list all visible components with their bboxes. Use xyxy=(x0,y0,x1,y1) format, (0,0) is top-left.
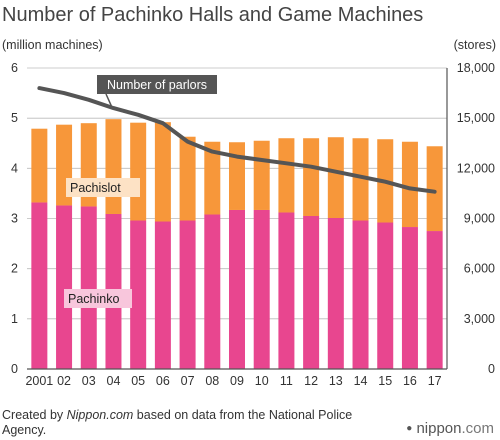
x-tick-label: 15 xyxy=(378,374,392,388)
left-tick-label: 3 xyxy=(11,212,18,226)
chart: 012345603,0006,0009,00012,00015,00018,00… xyxy=(11,61,495,388)
x-tick-label: 03 xyxy=(82,374,96,388)
bar-pachislot xyxy=(278,138,295,213)
x-tick-label: 14 xyxy=(354,374,368,388)
axes: 012345603,0006,0009,00012,00015,00018,00… xyxy=(11,61,495,388)
bar-pachislot xyxy=(401,141,418,228)
source-suffix: based on data from the National Police A… xyxy=(2,408,353,437)
x-tick-label: 06 xyxy=(156,374,170,388)
parlors-callout-line xyxy=(105,93,113,107)
x-tick-label: 09 xyxy=(230,374,244,388)
bar-pachinko xyxy=(352,220,369,369)
pachislot-label: Pachislot xyxy=(70,181,121,195)
pachinko-label-box xyxy=(64,289,132,308)
left-tick-label: 6 xyxy=(11,61,18,75)
left-tick-label: 0 xyxy=(11,362,18,376)
bar-pachislot xyxy=(303,138,320,216)
right-axis-unit: (stores) xyxy=(453,38,496,52)
brand-logo: ● nippon.com xyxy=(406,420,494,437)
right-tick-label: 12,000 xyxy=(457,161,495,175)
right-tick-label: 9,000 xyxy=(464,212,495,226)
brand-tld: .com xyxy=(461,420,494,437)
left-tick-label: 4 xyxy=(11,161,18,175)
bar-pachinko xyxy=(179,220,196,369)
bar-pachislot xyxy=(426,146,443,232)
x-tick-label: 10 xyxy=(255,374,269,388)
bar-pachinko xyxy=(377,222,394,369)
bar-pachislot xyxy=(352,138,369,221)
pachinko-label: Pachinko xyxy=(68,292,119,306)
source-name: Nippon.com xyxy=(66,408,134,422)
source-note: Created by Nippon.com based on data from… xyxy=(2,408,362,438)
brand-dot-icon: ● xyxy=(406,423,413,434)
x-tick-label: 04 xyxy=(107,374,121,388)
bar-pachinko xyxy=(401,227,418,369)
bar-pachinko xyxy=(80,206,97,369)
bar-pachinko xyxy=(253,209,270,369)
parlors-line-path xyxy=(37,86,437,194)
x-tick-label: 02 xyxy=(57,374,71,388)
x-tick-label: 05 xyxy=(131,374,145,388)
bar-pachinko xyxy=(229,209,245,369)
bar-pachislot xyxy=(327,137,344,218)
parlors-label-box xyxy=(97,75,217,94)
bar-pachinko xyxy=(31,202,48,369)
x-tick-label: 13 xyxy=(329,374,343,388)
pachislot-label-box xyxy=(66,178,140,197)
bar-pachislot xyxy=(253,140,270,210)
bar-pachinko xyxy=(327,217,344,369)
series-labels: Number of parlors Pachislot Pachinko xyxy=(64,75,217,308)
bar-pachislot xyxy=(204,141,221,215)
brand-name: nippon xyxy=(416,420,462,437)
left-tick-label: 5 xyxy=(11,111,18,125)
x-tick-label: 2001 xyxy=(25,374,53,388)
bar-pachinko xyxy=(278,212,295,369)
source-prefix: Created by xyxy=(2,408,67,422)
bar-pachislot xyxy=(179,136,196,221)
bar-pachislot xyxy=(105,119,122,214)
x-tick-label: 08 xyxy=(205,374,219,388)
left-tick-label: 1 xyxy=(11,312,18,326)
x-tick-label: 12 xyxy=(304,374,318,388)
bar-pachinko xyxy=(56,205,73,369)
bar-pachinko xyxy=(154,221,171,369)
bars xyxy=(31,119,443,369)
parlors-line xyxy=(37,86,437,194)
bar-pachislot xyxy=(229,142,245,210)
parlors-label: Number of parlors xyxy=(107,78,207,92)
bar-pachislot xyxy=(31,128,48,203)
chart-title: Number of Pachinko Halls and Game Machin… xyxy=(2,4,424,26)
bar-pachinko xyxy=(303,215,320,369)
bar-pachinko xyxy=(130,220,147,369)
left-tick-label: 2 xyxy=(11,262,18,276)
right-tick-label: 0 xyxy=(488,362,495,376)
bar-pachinko xyxy=(204,214,221,369)
bar-pachislot xyxy=(130,122,147,221)
right-tick-label: 3,000 xyxy=(464,312,495,326)
x-tick-label: 11 xyxy=(280,374,293,388)
bar-pachislot xyxy=(154,122,171,222)
right-tick-label: 15,000 xyxy=(457,111,495,125)
bar-pachinko xyxy=(426,231,443,369)
left-axis-unit: (million machines) xyxy=(2,38,103,52)
x-tick-label: 16 xyxy=(403,374,417,388)
x-tick-label: 07 xyxy=(181,374,195,388)
right-tick-label: 6,000 xyxy=(464,262,495,276)
x-tick-label: 17 xyxy=(428,374,442,388)
right-tick-label: 18,000 xyxy=(457,61,495,75)
